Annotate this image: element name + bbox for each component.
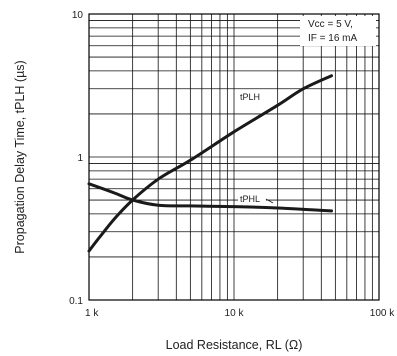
y-axis-title: Propagation Delay Time, tPLH (µs) xyxy=(13,60,27,253)
x-tick-label: 100 k xyxy=(370,308,395,319)
y-tick-label: 1 xyxy=(77,153,83,164)
condition-if: IF = 16 mA xyxy=(308,33,358,44)
chart-series xyxy=(87,74,333,253)
x-tick-label: 1 k xyxy=(85,308,99,319)
label-tplh-text: tPLH xyxy=(240,92,260,102)
tick-labels: 1 k 10 k 100 k 0.1 1 10 xyxy=(69,10,395,319)
series-line-tphl xyxy=(87,182,333,213)
label-tplh-bg xyxy=(238,91,266,102)
label-tphl-text: tPHL xyxy=(240,194,260,204)
conditions-legend-bg xyxy=(300,16,376,46)
conditions-legend: Vcc = 5 V, IF = 16 mA xyxy=(300,16,376,46)
y-tick-label: 0.1 xyxy=(69,296,83,307)
x-tick-label: 10 k xyxy=(225,308,245,319)
label-tplh: tPLH xyxy=(238,91,266,102)
label-tphl-leader xyxy=(265,198,274,204)
series-line-tplh xyxy=(87,74,333,253)
x-axis-title: Load Resistance, RL (Ω) xyxy=(166,338,303,352)
condition-vcc: Vcc = 5 V, xyxy=(308,19,353,30)
plot-frame xyxy=(88,13,380,301)
label-tphl: tPHL xyxy=(238,193,274,204)
label-tphl-bg xyxy=(238,193,266,204)
y-tick-label: 10 xyxy=(72,10,84,21)
chart-grid xyxy=(89,14,379,300)
